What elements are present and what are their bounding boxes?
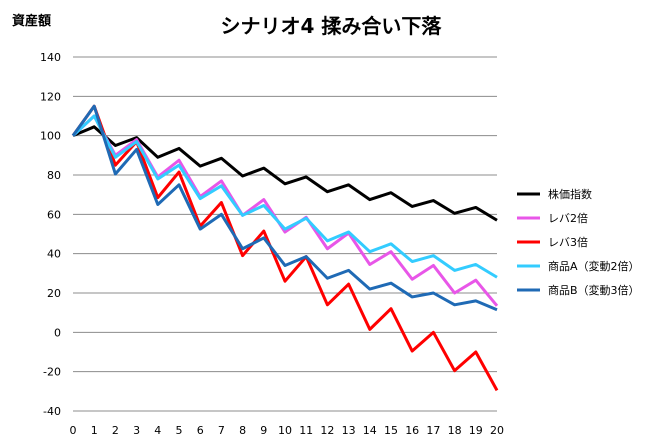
x-tick-label: 20 <box>490 424 504 437</box>
series-line <box>71 104 499 392</box>
x-tick-label: 8 <box>239 424 246 437</box>
x-tick-label: 0 <box>70 424 77 437</box>
y-tick-label: 0 <box>54 326 61 339</box>
series-lines <box>71 104 499 392</box>
x-tick-label: 6 <box>197 424 204 437</box>
x-tick-label: 12 <box>320 424 334 437</box>
legend-label: 商品B（変動3倍） <box>548 283 640 297</box>
y-tick-label: 40 <box>47 248 61 261</box>
series-line <box>72 125 498 222</box>
y-tick-label: -20 <box>43 366 61 379</box>
x-tick-label: 3 <box>133 424 140 437</box>
x-tick-label: 18 <box>448 424 462 437</box>
x-tick-label: 14 <box>363 424 377 437</box>
x-tick-label: 7 <box>218 424 225 437</box>
y-tick-label: 120 <box>40 90 61 103</box>
x-tick-label: 19 <box>469 424 483 437</box>
legend-label: レバ3倍 <box>548 235 588 249</box>
legend-label: 商品A（変動2倍） <box>548 259 640 273</box>
legend-label: 株価指数 <box>548 187 592 201</box>
series-line <box>71 114 498 279</box>
grid-lines <box>73 56 497 412</box>
y-tick-label: 60 <box>47 208 61 221</box>
x-tick-label: 9 <box>260 424 267 437</box>
x-tick-labels: 0 1 2 3 4 5 6 7 8 9 10 11 12 13 14 15 16 17 18 19 20 <box>70 424 505 437</box>
y-tick-labels: 140 120 100 80 60 40 20 0 -20 -40 <box>40 51 61 418</box>
y-tick-label: 140 <box>40 51 61 64</box>
y-tick-label: 100 <box>40 130 61 143</box>
series-line <box>71 104 498 312</box>
x-tick-label: 1 <box>91 424 98 437</box>
chart-title: シナリオ4 揉み合い下落 <box>221 14 443 38</box>
x-tick-label: 4 <box>154 424 161 437</box>
y-tick-label: -40 <box>43 405 61 418</box>
x-tick-label: 17 <box>426 424 440 437</box>
x-tick-label: 5 <box>176 424 183 437</box>
x-tick-label: 10 <box>278 424 292 437</box>
x-tick-label: 2 <box>112 424 119 437</box>
x-tick-label: 11 <box>299 424 313 437</box>
x-tick-label: 13 <box>342 424 356 437</box>
x-tick-label: 15 <box>384 424 398 437</box>
y-tick-label: 80 <box>47 169 61 182</box>
legend-label: レバ2倍 <box>548 211 588 225</box>
y-tick-label: 20 <box>47 287 61 300</box>
x-tick-label: 16 <box>405 424 419 437</box>
y-axis-label: 資産額 <box>12 13 51 29</box>
